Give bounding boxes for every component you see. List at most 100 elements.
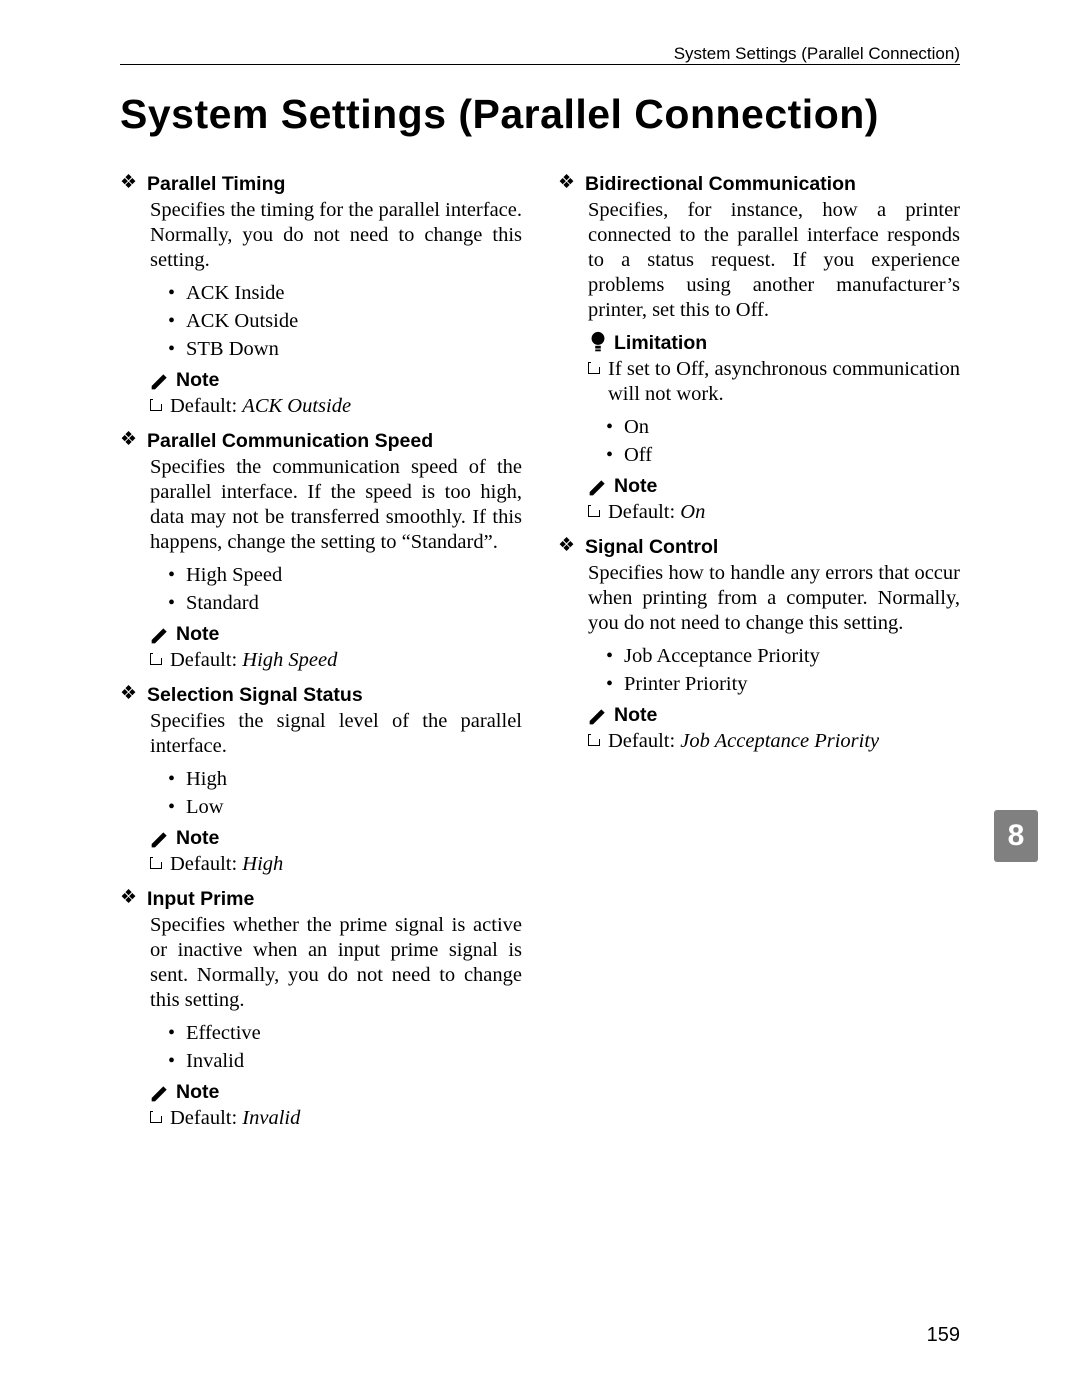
diamond-icon: ❖ <box>120 887 137 909</box>
checkbox-icon <box>150 399 162 411</box>
default-value: ACK Outside <box>242 395 351 417</box>
content-columns: ❖ Parallel Timing Specifies the timing f… <box>120 166 960 1141</box>
header-rule: System Settings (Parallel Connection) <box>120 50 960 65</box>
description: Specifies whether the prime signal is ac… <box>150 913 522 1013</box>
note-heading: Note <box>150 827 522 850</box>
note-label: Note <box>176 369 219 392</box>
note-heading: Note <box>150 369 522 392</box>
heading: Parallel Timing <box>147 172 285 196</box>
checkbox-icon <box>588 505 600 517</box>
pencil-icon <box>150 830 170 848</box>
default-prefix: Default: <box>170 649 242 671</box>
section-parallel-timing: ❖ Parallel Timing Specifies the timing f… <box>120 172 522 419</box>
checkbox-icon <box>588 362 600 374</box>
pencil-icon <box>588 707 608 725</box>
options-list: High Speed Standard <box>168 561 522 617</box>
default-row: Default: Invalid <box>150 1106 522 1131</box>
option: Effective <box>168 1019 522 1047</box>
limitation-label: Limitation <box>614 332 707 355</box>
default-row: Default: High Speed <box>150 648 522 673</box>
running-header: System Settings (Parallel Connection) <box>674 44 960 64</box>
note-label: Note <box>176 623 219 646</box>
option: ACK Inside <box>168 279 522 307</box>
default-prefix: Default: <box>608 730 680 752</box>
note-heading: Note <box>588 704 960 727</box>
checkbox-icon <box>588 734 600 746</box>
option: On <box>606 413 960 441</box>
default-prefix: Default: <box>170 1107 242 1129</box>
checkbox-icon <box>150 653 162 665</box>
limitation-body: If set to Off, asynchronous communicatio… <box>608 358 960 405</box>
default-value: On <box>680 501 705 523</box>
section-signal-control: ❖ Signal Control Specifies how to handle… <box>558 535 960 754</box>
note-heading: Note <box>150 623 522 646</box>
heading: Parallel Communication Speed <box>147 429 433 453</box>
option: Low <box>168 793 522 821</box>
heading: Bidirectional Communication <box>585 172 856 196</box>
default-row: Default: High <box>150 852 522 877</box>
section-parallel-speed: ❖ Parallel Communication Speed Specifies… <box>120 429 522 673</box>
checkbox-icon <box>150 1111 162 1123</box>
page-title: System Settings (Parallel Connection) <box>120 91 960 138</box>
diamond-icon: ❖ <box>558 172 575 194</box>
diamond-icon: ❖ <box>558 535 575 557</box>
options-list: ACK Inside ACK Outside STB Down <box>168 279 522 363</box>
diamond-icon: ❖ <box>120 172 137 194</box>
note-label: Note <box>176 1081 219 1104</box>
default-prefix: Default: <box>170 395 242 417</box>
pencil-icon <box>150 1084 170 1102</box>
heading: Selection Signal Status <box>147 683 363 707</box>
default-row: Default: ACK Outside <box>150 394 522 419</box>
note-label: Note <box>614 475 657 498</box>
description: Specifies the timing for the parallel in… <box>150 198 522 273</box>
heading: Input Prime <box>147 887 254 911</box>
option: Invalid <box>168 1047 522 1075</box>
diamond-icon: ❖ <box>120 429 137 451</box>
option: Job Acceptance Priority <box>606 642 960 670</box>
default-prefix: Default: <box>608 501 680 523</box>
limitation-text: If set to Off, asynchronous communicatio… <box>588 357 960 407</box>
default-row: Default: Job Acceptance Priority <box>588 729 960 754</box>
section-input-prime: ❖ Input Prime Specifies whether the prim… <box>120 887 522 1131</box>
default-row: Default: On <box>588 500 960 525</box>
pencil-icon <box>588 478 608 496</box>
section-bidirectional: ❖ Bidirectional Communication Specifies,… <box>558 172 960 525</box>
option: High Speed <box>168 561 522 589</box>
option: Off <box>606 441 960 469</box>
heading: Signal Control <box>585 535 718 559</box>
note-label: Note <box>614 704 657 727</box>
note-heading: Note <box>150 1081 522 1104</box>
description: Specifies the signal level of the parall… <box>150 709 522 759</box>
page-number: 159 <box>927 1324 960 1347</box>
page: System Settings (Parallel Connection) Sy… <box>0 0 1080 1397</box>
lightbulb-icon <box>588 331 608 355</box>
options-list: Effective Invalid <box>168 1019 522 1075</box>
limitation-heading: Limitation <box>588 331 960 355</box>
options-list: High Low <box>168 765 522 821</box>
default-value: Invalid <box>242 1107 300 1129</box>
description: Specifies, for instance, how a printer c… <box>588 198 960 323</box>
description: Specifies the communication speed of the… <box>150 455 522 555</box>
option: Printer Priority <box>606 670 960 698</box>
option: STB Down <box>168 335 522 363</box>
diamond-icon: ❖ <box>120 683 137 705</box>
option: ACK Outside <box>168 307 522 335</box>
chapter-tab: 8 <box>994 810 1038 862</box>
default-prefix: Default: <box>170 853 242 875</box>
left-column: ❖ Parallel Timing Specifies the timing f… <box>120 166 522 1141</box>
option: Standard <box>168 589 522 617</box>
options-list: On Off <box>606 413 960 469</box>
note-heading: Note <box>588 475 960 498</box>
default-value: Job Acceptance Priority <box>680 730 879 752</box>
default-value: High Speed <box>242 649 337 671</box>
section-selection-signal: ❖ Selection Signal Status Specifies the … <box>120 683 522 877</box>
pencil-icon <box>150 372 170 390</box>
description: Specifies how to handle any errors that … <box>588 561 960 636</box>
default-value: High <box>242 853 283 875</box>
options-list: Job Acceptance Priority Printer Priority <box>606 642 960 698</box>
option: High <box>168 765 522 793</box>
right-column: ❖ Bidirectional Communication Specifies,… <box>558 166 960 1141</box>
pencil-icon <box>150 626 170 644</box>
note-label: Note <box>176 827 219 850</box>
checkbox-icon <box>150 857 162 869</box>
